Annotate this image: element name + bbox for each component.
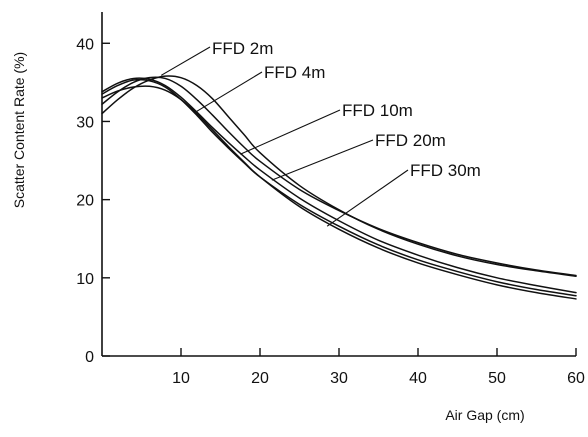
x-tick-label: 60 [567, 370, 585, 387]
axes-layer: 0 10 20 30 40 10 20 30 40 50 60 [76, 12, 585, 387]
series-labels-layer: FFD 2m FFD 4m FFD 10m FFD 20m FFD 30m [160, 39, 481, 227]
series-leader-line-4 [271, 139, 374, 181]
x-axis-title: Air Gap (cm) [445, 407, 524, 423]
x-tick-label: 10 [172, 370, 190, 387]
series-line-3 [101, 77, 577, 294]
y-tick-label: 40 [76, 36, 94, 53]
y-tick-label: 10 [76, 271, 94, 288]
series-line-2 [101, 76, 577, 277]
series-leader-line-5 [326, 169, 409, 227]
series-label-1: FFD 2m [212, 39, 273, 58]
series-label-4: FFD 20m [375, 131, 446, 150]
series-line-1 [101, 75, 577, 277]
x-tick-label: 50 [488, 370, 506, 387]
series-leader-line-2 [196, 71, 263, 112]
series-layer [101, 75, 577, 300]
series-line-5 [101, 85, 577, 300]
series-label-2: FFD 4m [264, 63, 325, 82]
y-tick-label: 0 [85, 349, 94, 366]
y-tick-label: 30 [76, 114, 94, 131]
y-tick-label: 20 [76, 193, 94, 210]
series-label-3: FFD 10m [342, 101, 413, 120]
y-axis-title: Scatter Content Rate (%) [11, 52, 27, 208]
series-leader-line-3 [240, 109, 341, 155]
series-line-4 [101, 78, 577, 297]
series-label-5: FFD 30m [410, 161, 481, 180]
series-leader-line-1 [160, 46, 211, 76]
x-tick-label: 30 [330, 370, 348, 387]
x-tick-label: 20 [251, 370, 269, 387]
x-tick-label: 40 [409, 370, 427, 387]
